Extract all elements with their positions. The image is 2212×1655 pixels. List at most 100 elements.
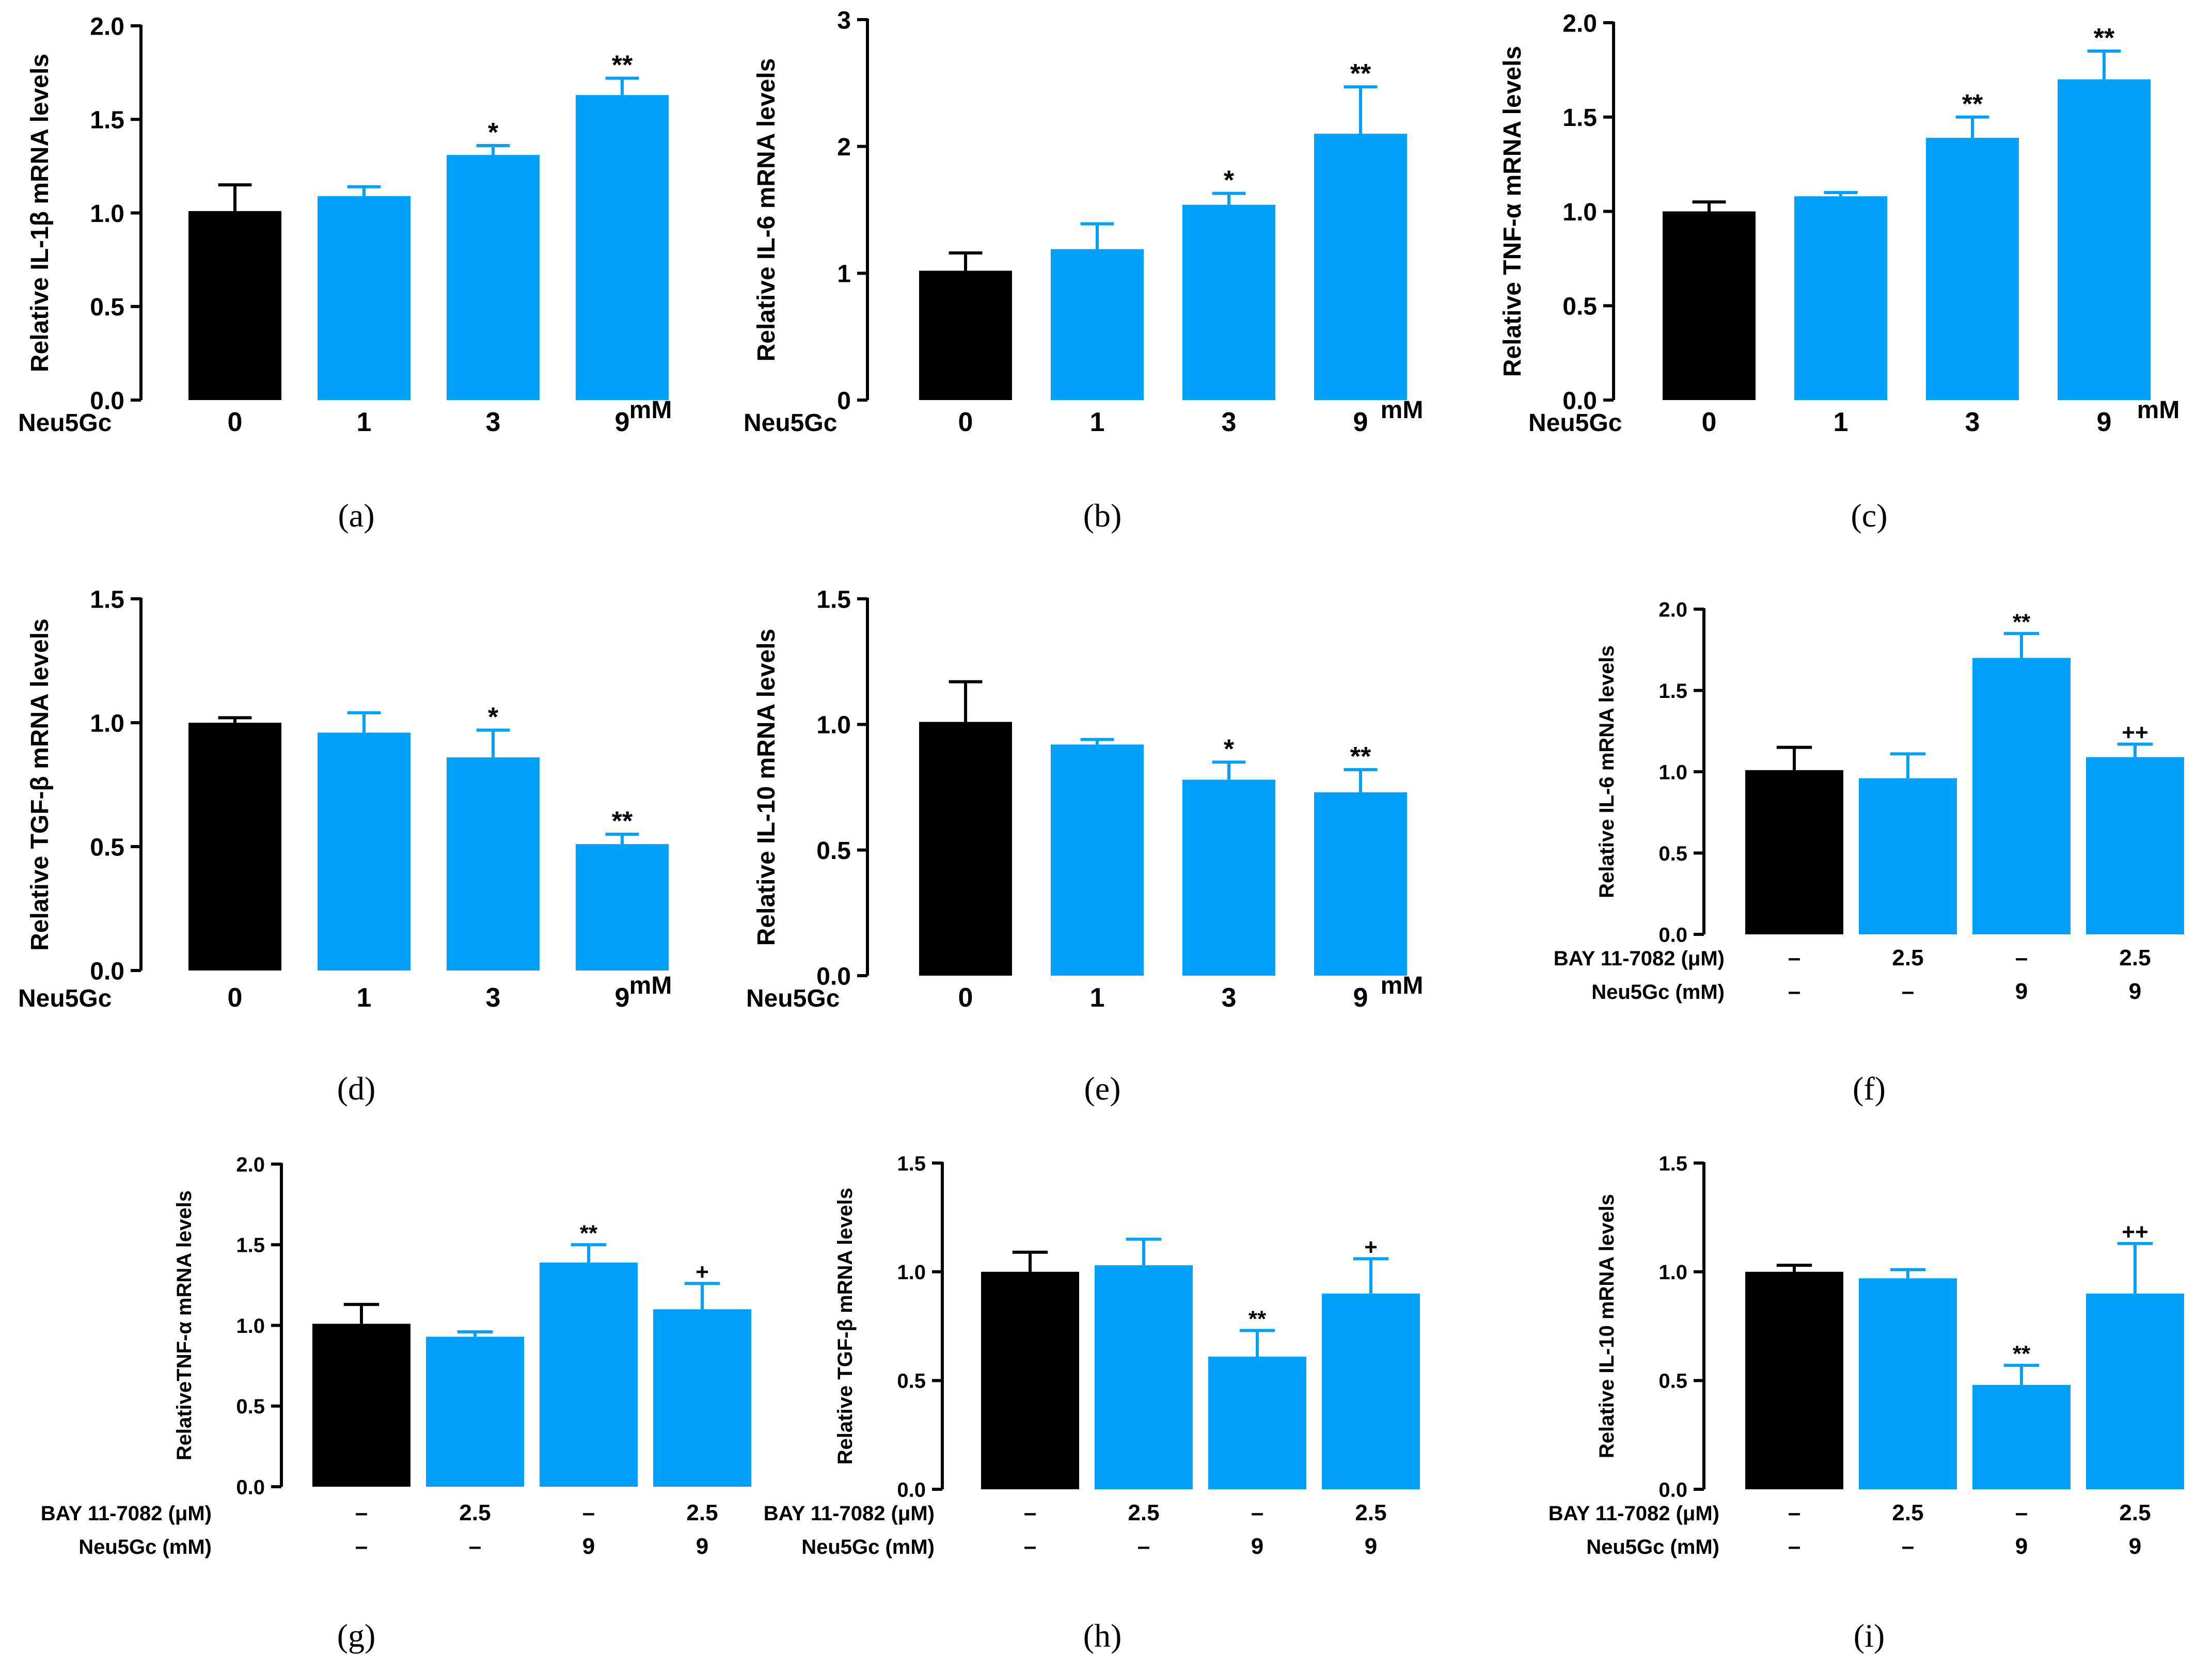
x-unit-label: mM: [629, 396, 672, 424]
panel-caption: (a): [338, 497, 374, 534]
x-tick-label: 3: [1965, 407, 1980, 437]
x-tick-label: 2.5: [1892, 1500, 1923, 1525]
y-axis-label: Relative TGF-β mRNA levels: [26, 618, 54, 951]
bar: [1859, 1278, 1957, 1489]
bar: [318, 733, 410, 970]
significance-label: ++: [2122, 1219, 2148, 1245]
x-tick-label: –: [469, 1534, 481, 1559]
x-tick-label: 2.5: [2119, 1500, 2151, 1525]
x-row-label: Neu5Gc (mM): [78, 1536, 212, 1558]
x-tick-label: 9: [1251, 1534, 1263, 1559]
x-tick-label: 2.5: [1355, 1500, 1386, 1525]
y-axis-label: Relative TNF-α mRNA levels: [1499, 46, 1526, 377]
x-tick-label: 1: [1090, 407, 1105, 437]
x-tick-label: 2.5: [1892, 945, 1923, 970]
y-tick-label: 0.5: [1658, 842, 1687, 865]
x-unit-label: mM: [1381, 396, 1424, 424]
x-tick-label: 9: [696, 1534, 708, 1559]
x-row-label: Neu5Gc (mM): [1591, 981, 1725, 1004]
y-tick-label: 0.0: [90, 387, 124, 415]
bar: [540, 1262, 638, 1487]
significance-label: *: [1224, 166, 1235, 196]
bar: [1314, 792, 1407, 976]
x-tick-label: 9: [615, 407, 630, 437]
x-row-label: Neu5Gc: [18, 985, 112, 1012]
significance-label: +: [696, 1259, 709, 1284]
x-tick-label: 3: [1222, 983, 1237, 1013]
chart-panel-i: 0.0 0.5 1.0 1.5 Relative IL-10 mRNA levels **…: [1549, 1152, 2184, 1654]
x-tick-label: 0: [1702, 407, 1717, 437]
y-axis-label: Relative IL-6 mRNA levels: [1595, 645, 1618, 898]
x-tick-label: –: [2015, 945, 2028, 970]
x-tick-label: –: [355, 1500, 368, 1525]
x-row-label: BAY 11-7082 (μM): [41, 1502, 212, 1525]
significance-label: ++: [2122, 720, 2148, 745]
x-tick-label: –: [1902, 979, 1914, 1004]
x-tick-label: 2.5: [459, 1500, 491, 1525]
y-tick-label: 1.0: [1562, 199, 1597, 226]
y-axis-label: Relative TGF-β mRNA levels: [834, 1188, 857, 1465]
panel-caption: (i): [1854, 1617, 1885, 1654]
y-tick-label: 1.0: [90, 710, 124, 737]
y-tick-label: 1: [837, 261, 851, 288]
x-tick-label: 2.5: [686, 1500, 718, 1525]
y-tick-label: 0.0: [1658, 924, 1687, 946]
x-tick-label: –: [582, 1500, 595, 1525]
bar: [312, 1324, 410, 1487]
x-tick-label: 9: [1365, 1534, 1377, 1559]
y-tick-label: 1.5: [1658, 680, 1687, 703]
x-tick-label: 9: [2097, 407, 2112, 437]
x-row-label: Neu5Gc (mM): [1586, 1536, 1719, 1558]
y-tick-label: 0.5: [1658, 1370, 1687, 1393]
y-tick-label: 0.0: [897, 1478, 926, 1501]
significance-label: *: [488, 702, 499, 732]
bar: [919, 270, 1012, 400]
x-tick-label: 9: [582, 1534, 595, 1559]
x-tick-label: 1: [357, 983, 372, 1013]
y-tick-label: 0: [837, 387, 851, 415]
y-tick-label: 0.5: [1562, 293, 1597, 321]
x-tick-label: –: [1024, 1500, 1036, 1525]
panel-caption: (f): [1853, 1070, 1886, 1107]
x-tick-label: 2.5: [2119, 945, 2151, 970]
x-tick-label: 1: [1090, 983, 1105, 1013]
y-tick-label: 0.5: [897, 1370, 926, 1393]
bar: [426, 1336, 524, 1487]
x-tick-label: 0: [228, 407, 243, 437]
y-tick-label: 1.0: [236, 1315, 265, 1338]
significance-label: *: [488, 118, 499, 148]
x-tick-label: 1: [357, 407, 372, 437]
significance-label: **: [2013, 1341, 2031, 1366]
y-tick-label: 0.5: [90, 294, 124, 321]
x-tick-label: 0: [958, 407, 973, 437]
x-row-label: Neu5Gc: [744, 409, 837, 437]
y-tick-label: 0.5: [90, 834, 124, 861]
x-tick-label: –: [1788, 1500, 1800, 1525]
x-tick-label: –: [1024, 1534, 1036, 1559]
chart-panel-a: 0.0 0.5 1.0 1.5 2.0 Relative IL-1β mRNA level…: [18, 13, 672, 534]
bar: [981, 1271, 1079, 1489]
y-tick-label: 1.0: [1658, 761, 1687, 784]
bar: [1859, 778, 1957, 934]
x-tick-label: 3: [486, 983, 501, 1013]
x-tick-label: –: [1902, 1534, 1914, 1559]
x-row-label: BAY 11-7082 (μM): [1549, 1502, 1719, 1525]
bar: [653, 1309, 751, 1487]
x-row-label: Neu5Gc: [18, 409, 112, 437]
panel-caption: (b): [1083, 497, 1122, 534]
panel-caption: (c): [1851, 497, 1887, 534]
x-tick-label: –: [355, 1534, 368, 1559]
y-axis-label: RelativeTNF-α mRNA levels: [173, 1190, 196, 1460]
panel-caption: (e): [1084, 1070, 1120, 1107]
x-tick-label: 9: [2129, 979, 2141, 1004]
x-row-label: Neu5Gc: [746, 985, 840, 1012]
y-tick-label: 1.5: [1562, 104, 1597, 132]
bar: [447, 757, 540, 970]
bar: [447, 155, 540, 400]
chart-panel-f: 0.0 0.5 1.0 1.5 2.0 Relative IL-6 mRNA levels…: [1554, 598, 2184, 1107]
bar: [576, 95, 669, 400]
panel-caption: (g): [337, 1617, 376, 1654]
bar: [919, 722, 1012, 976]
